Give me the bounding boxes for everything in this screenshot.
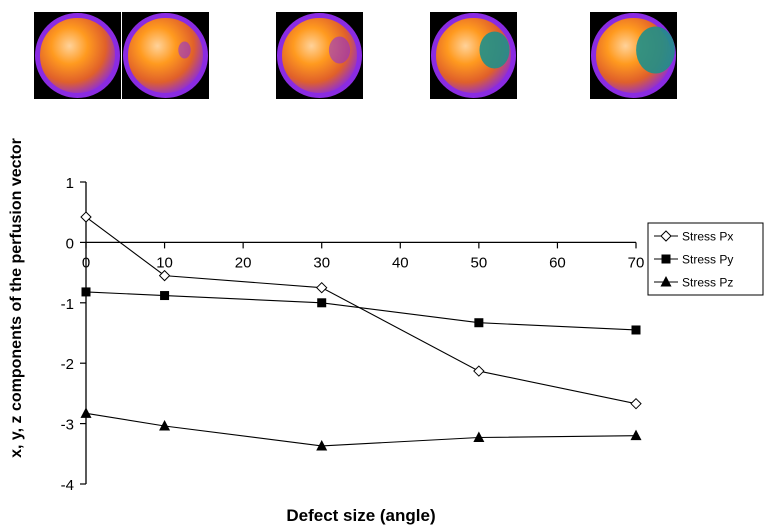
- y-tick-label: -4: [61, 477, 74, 494]
- data-point-2: [160, 291, 170, 301]
- perfusion-map-thumbnail: [430, 12, 517, 99]
- polar-map-disc: [37, 15, 118, 96]
- x-tick-label: 50: [471, 254, 488, 271]
- data-point-1: [630, 397, 642, 410]
- data-point-3: [630, 429, 642, 441]
- legend-label: Stress Py: [682, 253, 733, 267]
- legend-marker: [660, 230, 672, 242]
- perfusion-defect-region: [328, 36, 351, 64]
- perfusion-defect-region: [636, 26, 675, 74]
- x-tick-label: 20: [235, 254, 252, 271]
- series-line-1: [85, 216, 637, 405]
- data-point-3: [159, 420, 171, 431]
- data-point-1: [473, 365, 485, 377]
- x-tick-label: 10: [156, 254, 173, 271]
- data-point-2: [631, 325, 641, 335]
- perfusion-defect-region: [178, 41, 191, 59]
- data-point-1: [158, 269, 171, 282]
- data-point-1: [80, 211, 92, 223]
- y-tick-label: 0: [66, 235, 74, 252]
- x-axis-title: Defect size (angle): [286, 506, 435, 525]
- y-tick-label: -3: [61, 417, 74, 434]
- legend-label: Stress Px: [682, 230, 733, 244]
- x-tick-label: 70: [628, 254, 645, 271]
- polar-map-disc: [279, 15, 360, 96]
- perfusion-defect-region: [479, 31, 510, 69]
- x-tick-label: 0: [82, 254, 90, 271]
- x-tick-label: 40: [392, 254, 409, 271]
- y-tick-label: 1: [66, 175, 74, 192]
- perfusion-map-thumbnail: [276, 12, 363, 99]
- legend-marker: [661, 254, 671, 264]
- data-point-3: [316, 439, 328, 451]
- data-point-3: [473, 431, 485, 442]
- legend-marker: [660, 276, 672, 287]
- y-tick-label: -1: [61, 296, 74, 313]
- polar-map-disc: [125, 15, 206, 96]
- data-point-2: [81, 287, 91, 297]
- perfusion-thumbnail-strip: [0, 0, 764, 110]
- perfusion-map-thumbnail: [590, 12, 677, 99]
- y-axis-title: x, y, z components of the perfusion vect…: [8, 138, 25, 458]
- data-point-2: [474, 318, 484, 328]
- legend-label: Stress Pz: [682, 276, 733, 290]
- perfusion-map-thumbnail: [34, 12, 121, 99]
- data-point-2: [317, 298, 327, 308]
- perfusion-map-thumbnail: [122, 12, 209, 99]
- y-tick-label: -2: [61, 356, 74, 373]
- x-tick-label: 30: [313, 254, 330, 271]
- data-point-1: [316, 281, 328, 294]
- data-point-3: [80, 407, 92, 418]
- x-tick-label: 60: [549, 254, 566, 271]
